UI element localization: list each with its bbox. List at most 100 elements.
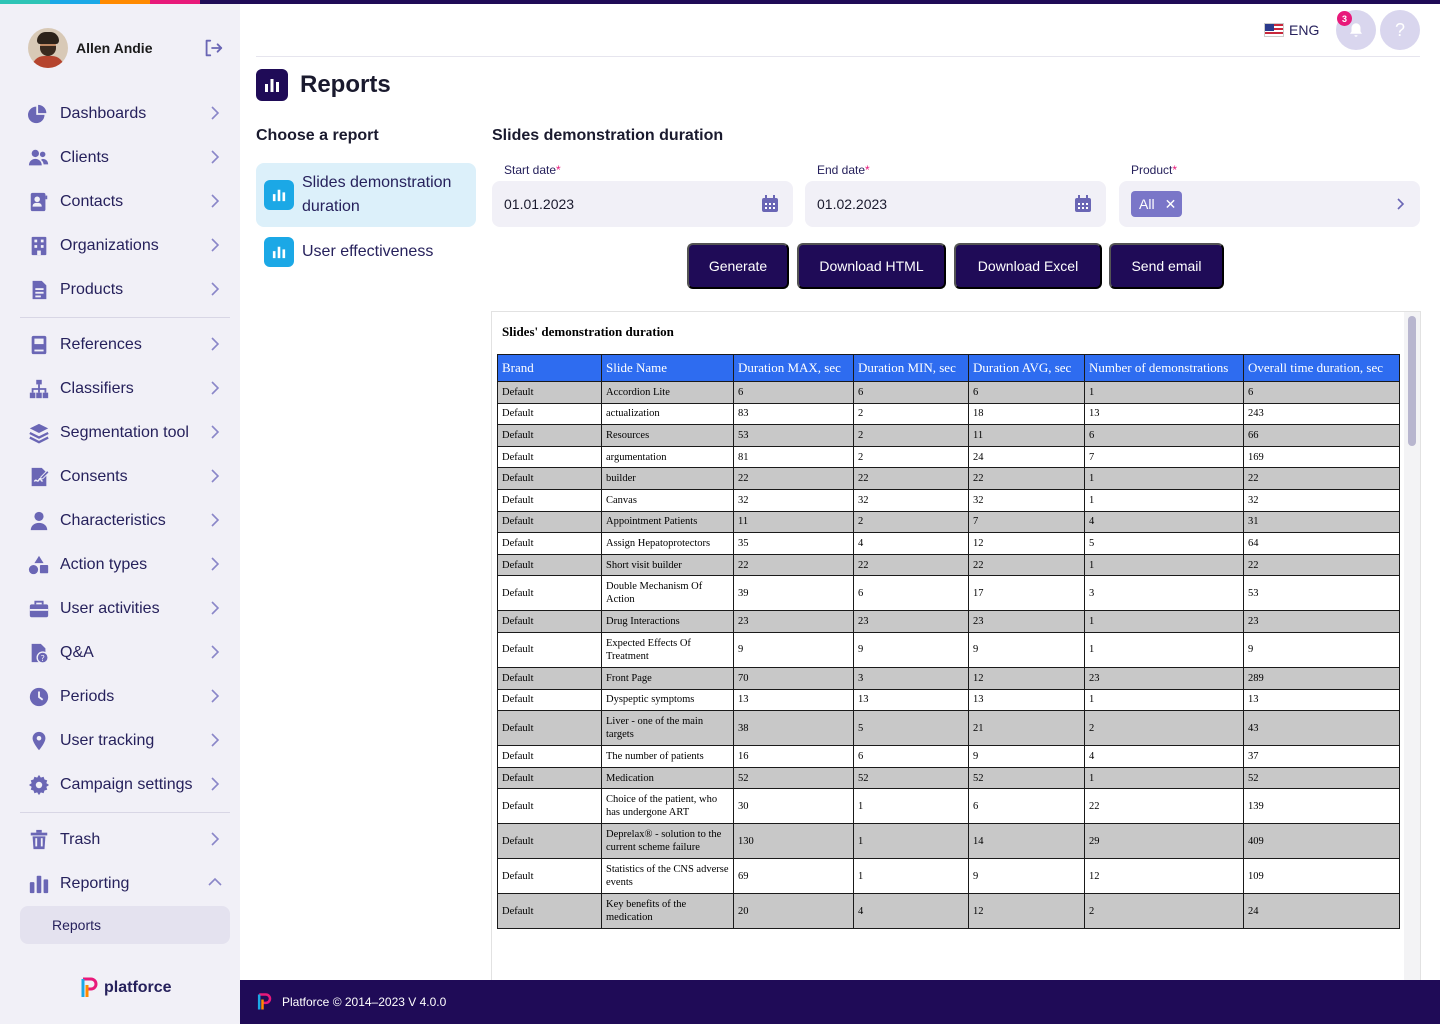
sidebar-item-contacts[interactable]: Contacts	[20, 180, 230, 224]
sidebar-item-user-tracking[interactable]: User tracking	[20, 719, 230, 763]
table-cell: 66	[1243, 424, 1400, 447]
table-cell: 1	[1084, 488, 1244, 512]
sidebar-item-qanda[interactable]: ? Q&A	[20, 631, 230, 675]
sidebar-item-consents[interactable]: Consents	[20, 455, 230, 499]
bar-chart-icon	[264, 180, 294, 210]
sidebar-item-clients[interactable]: Clients	[20, 136, 230, 180]
table-cell: 9	[733, 631, 854, 668]
chevron-right-icon	[211, 381, 220, 395]
sidebar-item-dashboards[interactable]: Dashboards	[20, 92, 230, 136]
table-cell: Default	[497, 575, 602, 612]
avatar[interactable]	[28, 28, 68, 68]
table-row: Default The number of patients 16 6 9 4 37	[497, 745, 1400, 768]
table-cell: 81	[733, 445, 854, 469]
table-cell: 13	[1243, 688, 1400, 712]
download-excel-button[interactable]: Download Excel	[954, 243, 1102, 289]
sidebar-item-periods[interactable]: Periods	[20, 675, 230, 719]
table-cell: Medication	[601, 766, 734, 790]
language-selector[interactable]: ENG	[1264, 20, 1319, 40]
table-cell: 23	[733, 610, 854, 633]
scrollbar-track[interactable]	[1404, 312, 1420, 980]
table-cell: 139	[1243, 788, 1400, 825]
calendar-icon[interactable]	[761, 195, 779, 213]
sidebar-item-trash[interactable]: Trash	[20, 818, 230, 862]
send-email-button[interactable]: Send email	[1109, 243, 1224, 289]
table-cell: 12	[968, 666, 1085, 690]
table-cell: Appointment Patients	[601, 510, 734, 534]
location-pin-icon	[28, 730, 50, 752]
user-profile: Allen Andie	[28, 28, 228, 68]
sidebar-item-label: Periods	[60, 688, 115, 705]
table-cell: 6	[968, 788, 1085, 825]
download-html-button[interactable]: Download HTML	[797, 243, 946, 289]
table-cell: 7	[1084, 445, 1244, 469]
sidebar-item-characteristics[interactable]: Characteristics	[20, 499, 230, 543]
table-column-header: Number of demonstrations	[1084, 354, 1244, 382]
table-cell: 64	[1243, 532, 1400, 555]
sidebar-item-label: Action types	[60, 556, 148, 573]
report-option-label: User effectiveness	[302, 243, 434, 260]
start-date-field[interactable]: 01.01.2023	[492, 181, 793, 227]
generate-button[interactable]: Generate	[687, 243, 789, 289]
sidebar-item-label: Contacts	[60, 193, 124, 210]
calendar-icon[interactable]	[1074, 195, 1092, 213]
table-cell: Accordion Lite	[601, 381, 734, 404]
sidebar-item-reporting[interactable]: Reporting	[20, 862, 230, 906]
product-select[interactable]: All ✕	[1119, 181, 1420, 227]
sidebar-item-organizations[interactable]: Organizations	[20, 224, 230, 268]
table-cell: 12	[968, 532, 1085, 555]
scrollbar-thumb[interactable]	[1408, 316, 1416, 446]
remove-chip-icon[interactable]: ✕	[1164, 195, 1177, 212]
logout-icon[interactable]	[202, 37, 224, 59]
table-cell: 6	[1243, 381, 1400, 404]
users-icon	[28, 147, 50, 169]
table-cell: 18	[968, 402, 1085, 426]
sidebar-item-products[interactable]: Products	[20, 268, 230, 312]
footer-copyright: Platforce © 2014–2023 V 4.0.0	[282, 995, 447, 1009]
report-option-user-effectiveness[interactable]: User effectiveness	[256, 232, 476, 272]
table-cell: Default	[497, 553, 602, 577]
table-cell: Liver - one of the main targets	[601, 710, 734, 747]
sidebar-item-user-activities[interactable]: User activities	[20, 587, 230, 631]
table-row: Default Medication 52 52 52 1 52	[497, 766, 1400, 790]
help-button[interactable]: ?	[1380, 10, 1420, 50]
table-cell: 6	[1084, 424, 1244, 447]
sidebar-subitem-reports[interactable]: Reports	[20, 906, 230, 944]
sidebar-item-campaign-settings[interactable]: Campaign settings	[20, 763, 230, 807]
bell-icon	[1350, 23, 1362, 37]
table-cell: 23	[853, 610, 969, 633]
sidebar-item-classifiers[interactable]: Classifiers	[20, 367, 230, 411]
notification-count-badge: 3	[1337, 11, 1352, 26]
table-cell: 6	[853, 381, 969, 404]
table-cell: 4	[1084, 745, 1244, 768]
sidebar-item-references[interactable]: References	[20, 323, 230, 367]
layers-icon	[28, 422, 50, 444]
sidebar-item-action-types[interactable]: Action types	[20, 543, 230, 587]
table-cell: argumentation	[601, 445, 734, 469]
table-cell: 1	[1084, 467, 1244, 490]
notifications-button[interactable]	[1336, 10, 1376, 50]
table-cell: Double Mechanism Of Action	[601, 575, 734, 612]
sidebar-item-segmentation-tool[interactable]: Segmentation tool	[20, 411, 230, 455]
table-cell: 1	[853, 788, 969, 825]
report-option-slides-duration[interactable]: Slides demonstration duration	[256, 163, 476, 227]
table-cell: 6	[733, 381, 854, 404]
platforce-logo-icon	[257, 993, 272, 1010]
table-column-header: Brand	[497, 354, 602, 382]
chevron-right-icon	[211, 194, 220, 208]
table-row: Default Resources 53 2 11 6 66	[497, 424, 1400, 447]
sidebar-divider	[20, 317, 230, 318]
table-cell: 4	[853, 893, 969, 930]
table-cell: 109	[1243, 858, 1400, 895]
table-row: Default Expected Effects Of Treatment 9 9 9 1…	[497, 631, 1400, 668]
table-row: Default Appointment Patients 11 2 7 4 31	[497, 510, 1400, 534]
table-cell: Drug Interactions	[601, 610, 734, 633]
chevron-right-icon	[211, 337, 220, 351]
bar-chart-icon	[264, 237, 294, 267]
person-icon	[28, 510, 50, 532]
table-cell: Default	[497, 445, 602, 469]
table-row: Default argumentation 81 2 24 7 169	[497, 445, 1400, 469]
sidebar-item-label: Characteristics	[60, 512, 166, 529]
end-date-field[interactable]: 01.02.2023	[805, 181, 1106, 227]
table-cell: 6	[968, 381, 1085, 404]
